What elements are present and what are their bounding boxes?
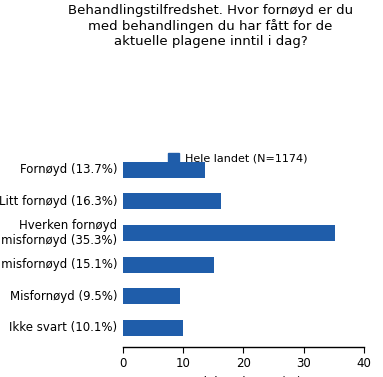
Bar	[123, 257, 214, 273]
Bar	[123, 225, 336, 241]
Text: Behandlingstilfredshet. Hvor fornøyd er du
med behandlingen du har fått for de
a: Behandlingstilfredshet. Hvor fornøyd er …	[68, 4, 353, 48]
X-axis label: Andel pasienter (%): Andel pasienter (%)	[185, 376, 302, 377]
Legend: Hele landet (N=1174): Hele landet (N=1174)	[164, 149, 311, 168]
Bar	[123, 288, 180, 304]
Bar	[123, 162, 205, 178]
Bar	[123, 193, 221, 209]
Bar	[123, 320, 183, 336]
